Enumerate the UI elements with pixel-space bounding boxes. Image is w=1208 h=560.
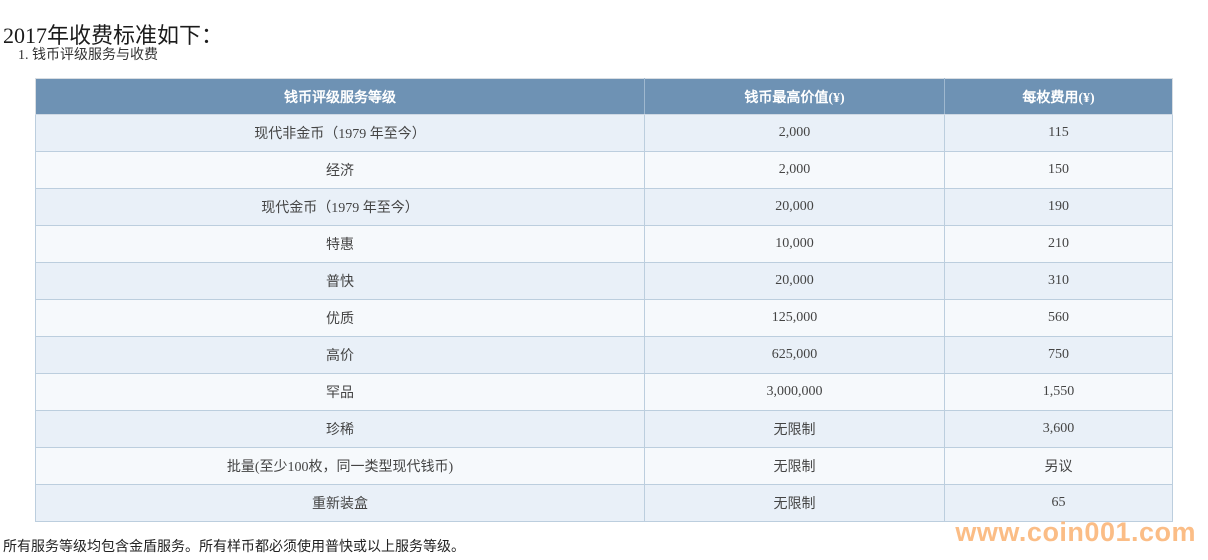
page-title: 2017年收费标准如下： [3,22,224,48]
table-cell: 150 [944,151,1173,189]
table-cell: 560 [944,299,1173,337]
table-cell: 珍稀 [35,410,645,448]
table-cell: 现代金币（1979 年至今） [35,188,645,226]
table-cell: 经济 [35,151,645,189]
fee-table: 钱币评级服务等级 钱币最高价值(¥) 每枚费用(¥) 现代非金币（1979 年至… [35,78,1173,522]
table-cell: 另议 [944,447,1173,485]
table-cell: 20,000 [644,262,945,300]
table-cell: 310 [944,262,1173,300]
table-cell: 优质 [35,299,645,337]
table-row: 高价 625,000 750 [35,336,1173,374]
table-cell: 重新装盒 [35,484,645,522]
column-header-fee-per-coin: 每枚费用(¥) [944,78,1173,115]
table-cell: 115 [944,114,1173,152]
table-cell: 125,000 [644,299,945,337]
table-cell: 20,000 [644,188,945,226]
table-cell: 无限制 [644,447,945,485]
table-cell: 190 [944,188,1173,226]
table-cell: 3,600 [944,410,1173,448]
table-row: 经济 2,000 150 [35,151,1173,189]
table-cell: 210 [944,225,1173,263]
table-cell: 2,000 [644,114,945,152]
section-label: 1. 钱币评级服务与收费 [18,48,158,63]
table-row: 优质 125,000 560 [35,299,1173,337]
table-row: 重新装盒 无限制 65 [35,484,1173,522]
table-row: 现代金币（1979 年至今） 20,000 190 [35,188,1173,226]
table-cell: 2,000 [644,151,945,189]
footnote: 所有服务等级均包含金盾服务。所有样币都必须使用普快或以上服务等级。 [3,540,465,555]
table-cell: 批量(至少100枚，同一类型现代钱币) [35,447,645,485]
table-row: 批量(至少100枚，同一类型现代钱币) 无限制 另议 [35,447,1173,485]
table-cell: 10,000 [644,225,945,263]
table-row: 普快 20,000 310 [35,262,1173,300]
table-row: 珍稀 无限制 3,600 [35,410,1173,448]
table-cell: 罕品 [35,373,645,411]
table-cell: 625,000 [644,336,945,374]
table-cell: 65 [944,484,1173,522]
column-header-max-value: 钱币最高价值(¥) [644,78,945,115]
column-header-service-level: 钱币评级服务等级 [35,78,645,115]
table-row: 现代非金币（1979 年至今） 2,000 115 [35,114,1173,152]
table-cell: 高价 [35,336,645,374]
table-cell: 1,550 [944,373,1173,411]
table-header-row: 钱币评级服务等级 钱币最高价值(¥) 每枚费用(¥) [35,78,1173,115]
table-cell: 3,000,000 [644,373,945,411]
table-row: 特惠 10,000 210 [35,225,1173,263]
table-cell: 特惠 [35,225,645,263]
table-row: 罕品 3,000,000 1,550 [35,373,1173,411]
table-cell: 现代非金币（1979 年至今） [35,114,645,152]
table-cell: 无限制 [644,410,945,448]
table-cell: 750 [944,336,1173,374]
watermark: www.coin001.com [955,517,1196,547]
table-cell: 无限制 [644,484,945,522]
table-cell: 普快 [35,262,645,300]
